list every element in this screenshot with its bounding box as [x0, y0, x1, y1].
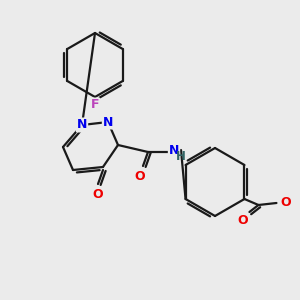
Text: O: O	[280, 196, 291, 209]
Text: N: N	[77, 118, 87, 131]
Text: N: N	[103, 116, 113, 128]
Text: H: H	[176, 149, 186, 163]
Text: O: O	[135, 170, 145, 184]
Text: O: O	[93, 188, 103, 200]
Text: N: N	[169, 143, 179, 157]
Text: O: O	[237, 214, 248, 227]
Text: F: F	[91, 98, 99, 112]
